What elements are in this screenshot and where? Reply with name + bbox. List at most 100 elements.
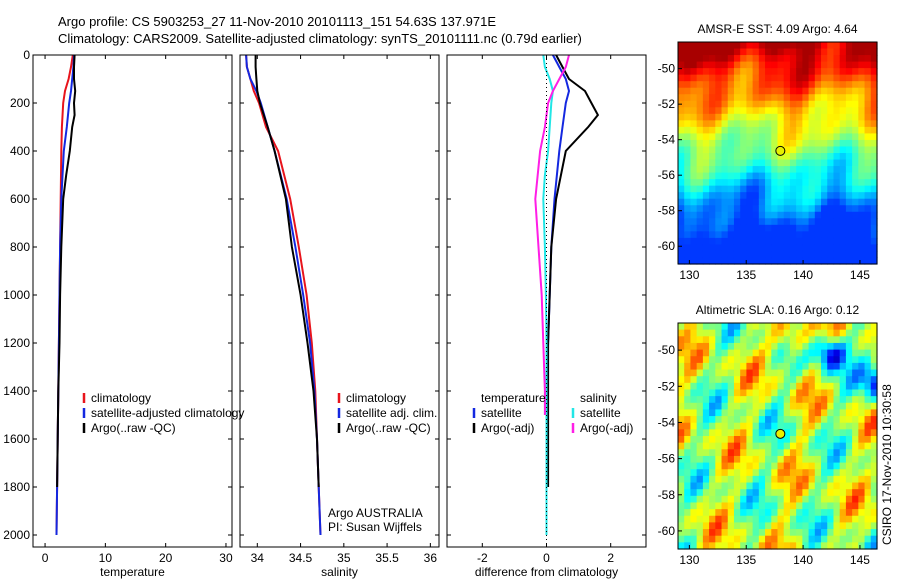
heatmap-cell [808,133,816,141]
heatmap-cell [833,146,841,154]
heatmap-cell [783,68,791,76]
heatmap-cell [808,172,816,180]
heatmap-cell [715,509,723,517]
heatmap-cell [715,61,723,69]
heatmap-cell [758,422,766,430]
heatmap-cell [746,68,754,76]
heatmap-cell [845,416,853,424]
heatmap-cell [765,159,772,167]
heatmap-cell [709,48,716,56]
profile-panel-1: 0 10 20 30020040060080010001200140016001800… [3,48,233,579]
heatmap-cell [808,356,816,364]
heatmap-cell [752,68,760,76]
heatmap-cell [733,113,741,121]
heatmap-cell [765,362,772,371]
heatmap-cell [733,329,741,337]
heatmap-cell [690,542,698,550]
heatmap-cell [684,205,692,213]
x-tick-label: 140 [793,268,813,282]
heatmap-cell [771,349,779,357]
heatmap-cell [858,376,866,384]
heatmap-cell [783,515,791,524]
heatmap-cell [821,323,828,331]
heatmap-cell [721,166,729,174]
heatmap-cell [858,449,866,457]
heatmap-cell [852,469,859,477]
heatmap-cell [709,436,716,444]
heatmap-cell [852,522,859,530]
heatmap-cell [765,482,772,490]
heatmap-cell [802,218,810,226]
heatmap-cell [845,442,853,450]
heatmap-cell [864,475,872,484]
heatmap-cell [746,336,754,344]
heatmap-cell [870,257,878,265]
heatmap-cell [702,502,710,510]
heatmap-cell [715,211,723,219]
heatmap-cell [684,81,692,89]
heatmap-cell [758,522,766,530]
heatmap-cell [802,475,810,484]
heatmap-cell [814,205,822,213]
heatmap-cell [771,469,779,477]
heatmap-cell [690,113,698,121]
heatmap-cell [783,107,791,115]
heatmap-cell [715,237,723,246]
heatmap-cell [727,244,735,252]
heatmap-cell [721,257,729,265]
heatmap-cell [870,100,878,108]
heatmap-cell [870,402,878,411]
heatmap-cell [789,126,797,135]
heatmap-cell [814,469,822,477]
heatmap-cell [746,126,754,135]
heatmap-cell [771,382,779,391]
heatmap-cell [802,100,810,108]
heatmap-cell [808,218,816,226]
heatmap-cell [802,469,810,477]
heatmap-cell [858,113,866,121]
heatmap-cell [789,416,797,424]
y-tick-label: -56 [658,168,676,182]
heatmap-cell [814,396,822,404]
heatmap-cell [771,329,779,337]
heatmap-cell [821,529,828,537]
heatmap-cell [709,107,716,115]
heatmap-cell [821,172,828,180]
heatmap-cell [765,336,772,344]
x-tick-label: 20 [159,551,173,565]
heatmap-cell [758,179,766,187]
heatmap-cell [684,55,692,63]
heatmap-cell [733,376,741,384]
heatmap-cell [740,146,748,154]
heatmap-cell [746,495,754,504]
heatmap-cell [771,369,779,377]
heatmap-cell [765,166,772,174]
heatmap-cell [802,349,810,357]
heatmap-cell [802,166,810,174]
heatmap-cell [777,172,785,180]
heatmap-cell [827,409,835,417]
heatmap-cell [864,139,872,148]
heatmap-cell [702,218,710,226]
heatmap-cell [852,502,859,510]
heatmap-cell [808,329,816,337]
heatmap-cell [727,42,735,50]
heatmap-cell [684,113,692,121]
heatmap-cell [814,48,822,56]
heatmap-cell [746,389,754,397]
heatmap-cell [814,349,822,357]
heatmap-cell [678,257,685,265]
heatmap-cell [821,329,828,337]
heatmap-cell [783,192,791,200]
heatmap-cell [796,342,803,351]
heatmap-cell [678,469,685,477]
heatmap-cell [821,436,828,444]
heatmap-cell [814,179,822,187]
heatmap-cell [789,323,797,331]
heatmap-cell [864,369,872,377]
heatmap-cell [839,356,847,364]
heatmap-cell [839,475,847,484]
heatmap-cell [864,362,872,371]
heatmap-cell [845,362,853,371]
heatmap-cell [696,68,704,76]
